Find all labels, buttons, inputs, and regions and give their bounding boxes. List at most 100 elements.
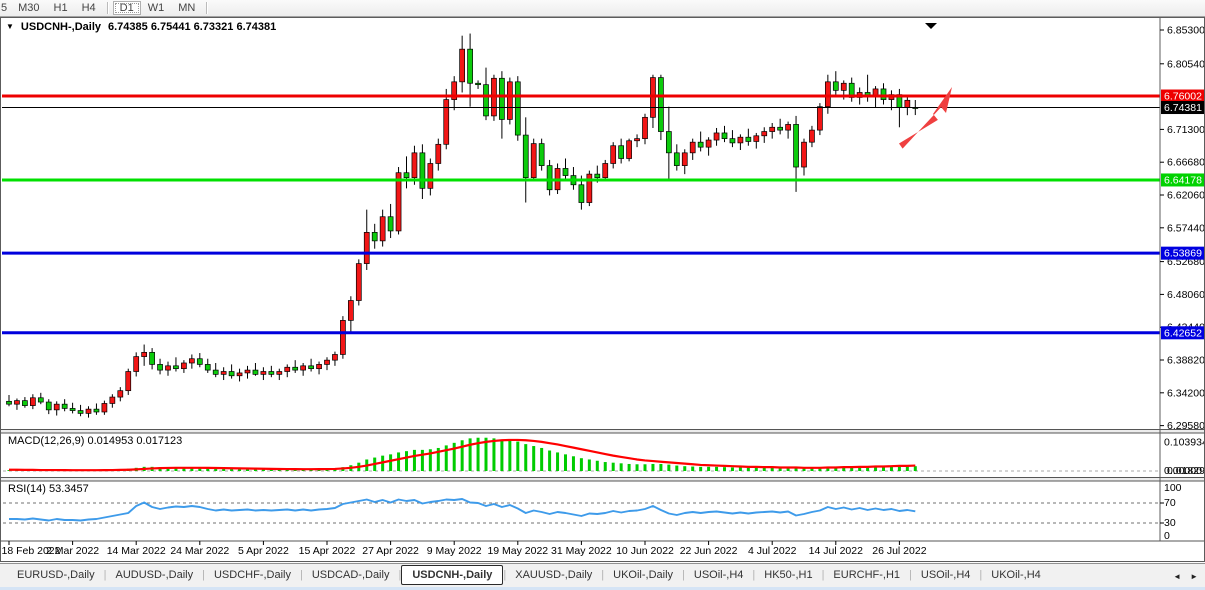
- symbol-tab-bar: EURUSD-,Daily | AUDUSD-,Daily | USDCHF-,Dail…: [0, 563, 1205, 590]
- candle-body: [586, 173, 593, 203]
- date-label: 26 Jul 2022: [872, 545, 926, 557]
- timeframe-button-mn[interactable]: MN: [178, 2, 196, 14]
- price-tick-label: 6.29580: [1167, 420, 1204, 432]
- panel-separator[interactable]: [1, 429, 1204, 434]
- timeframe-toolbar: 5 M30 H1 H4 D1 W1 MN: [0, 0, 1205, 17]
- candle-body: [467, 48, 473, 84]
- price-tick-label: 6.48060: [1167, 289, 1204, 301]
- candle-body: [220, 371, 227, 375]
- trend-arrow[interactable]: [899, 87, 952, 149]
- tab-xauusd-daily[interactable]: XAUUSD-,Daily: [515, 569, 593, 581]
- macd-bar: [246, 469, 249, 471]
- candle-body: [475, 82, 481, 86]
- macd-bar: [897, 466, 901, 471]
- tab-separator: |: [601, 569, 605, 581]
- candle-body: [658, 77, 664, 132]
- macd-bar: [651, 463, 655, 471]
- macd-bar: [556, 452, 560, 471]
- macd-bar: [619, 463, 623, 471]
- tab-scroll-right-icon[interactable]: ►: [1190, 572, 1198, 581]
- date-label: 31 May 2022: [551, 545, 612, 557]
- rsi-axis-label: 30: [1164, 517, 1176, 529]
- tab-audusd-daily[interactable]: AUDUSD-,Daily: [115, 569, 194, 581]
- candle-body: [832, 81, 839, 91]
- rsi-axis-label: 0: [1164, 530, 1170, 542]
- candle-body: [6, 400, 12, 405]
- candle-body: [30, 397, 36, 406]
- macd-bar: [858, 466, 862, 471]
- price-badge-label: 6.42652: [1164, 327, 1202, 339]
- macd-bar: [770, 467, 774, 471]
- timeframe-button-5[interactable]: 5: [1, 2, 8, 14]
- macd-bar: [460, 440, 464, 471]
- macd-bar: [516, 441, 520, 471]
- timeframe-button-h4[interactable]: H4: [81, 2, 96, 14]
- candle-body: [809, 129, 815, 143]
- price-tick-label: 6.38820: [1167, 355, 1204, 367]
- macd-bar: [500, 439, 504, 471]
- date-label: 24 Mar 2022: [170, 545, 229, 557]
- tab-usdchf-daily[interactable]: USDCHF-,Daily: [213, 569, 291, 581]
- candle-body: [411, 152, 418, 179]
- candle-body: [793, 124, 799, 168]
- price-badge: [1161, 326, 1204, 340]
- candle-body: [483, 84, 489, 117]
- tab-ukoil-daily[interactable]: UKOil-,Daily: [613, 569, 674, 581]
- candle-body: [602, 163, 609, 179]
- candle-body: [244, 369, 251, 374]
- macd-bar: [762, 467, 766, 471]
- macd-bar: [174, 467, 178, 471]
- tab-separator: |: [909, 569, 912, 581]
- candle-body: [697, 141, 704, 148]
- toolbar-separator: [206, 2, 209, 14]
- tab-usoil-h4[interactable]: USOil-,H4: [693, 569, 744, 581]
- candles: [6, 33, 919, 418]
- timeframe-button-h1[interactable]: H1: [53, 2, 68, 14]
- candle-body: [308, 365, 314, 370]
- tab-hk50-h1[interactable]: HK50-,H1: [764, 569, 813, 581]
- macd-bar: [738, 467, 742, 471]
- tab-separator: |: [979, 569, 983, 581]
- candle-body: [530, 143, 537, 179]
- chart-dropdown-icon[interactable]: ▼: [6, 21, 14, 31]
- macd-bar: [198, 467, 202, 471]
- candle-body: [101, 403, 108, 413]
- macd-bar: [603, 462, 607, 471]
- candle-body: [824, 81, 831, 108]
- candle-body: [594, 173, 601, 179]
- tab-usdcad-daily[interactable]: USDCAD-,Daily: [311, 569, 390, 581]
- price-tick-label: 6.62060: [1167, 190, 1204, 202]
- macd-bar: [905, 466, 909, 471]
- price-tick-label: 6.80540: [1167, 58, 1204, 70]
- candle-body: [189, 358, 195, 364]
- macd-bar: [802, 468, 806, 471]
- date-label: 19 May 2022: [487, 545, 548, 557]
- candle-body: [522, 134, 529, 179]
- timeframe-button-d1[interactable]: D1: [112, 1, 141, 15]
- tab-ukoil-h4[interactable]: UKOil-,H4: [991, 569, 1041, 581]
- macd-bar: [683, 466, 687, 471]
- macd-bar: [492, 438, 496, 471]
- macd-bar: [468, 438, 472, 471]
- macd-bar: [564, 454, 567, 471]
- tab-eurusd-daily[interactable]: EURUSD-,Daily: [17, 569, 95, 581]
- macd-bar: [786, 467, 790, 471]
- macd-bar: [238, 469, 242, 471]
- candle-body: [443, 99, 450, 145]
- tab-eurchf-h1[interactable]: EURCHF-,H1: [833, 569, 901, 581]
- tab-separator: |: [503, 569, 507, 581]
- candle-body: [61, 403, 68, 409]
- chart-shift-marker-icon[interactable]: [925, 23, 937, 29]
- candle-body: [22, 400, 28, 406]
- tab-usdcnh-daily[interactable]: USDCNH-,Daily: [401, 565, 504, 585]
- candle-body: [292, 366, 299, 371]
- macd-bar: [532, 446, 536, 471]
- chart-title: ▼ USDCNH-,Daily 6.74385 6.75441 6.73321 …: [6, 21, 276, 33]
- panel-separator[interactable]: [1, 477, 1204, 482]
- tab-separator: |: [821, 569, 825, 581]
- timeframe-button-m30[interactable]: M30: [18, 2, 40, 14]
- timeframe-button-w1[interactable]: W1: [147, 2, 165, 14]
- tab-scroll-left-icon[interactable]: ◄: [1173, 572, 1182, 581]
- tab-usoil-h4[interactable]: USOil-,H4: [920, 569, 971, 581]
